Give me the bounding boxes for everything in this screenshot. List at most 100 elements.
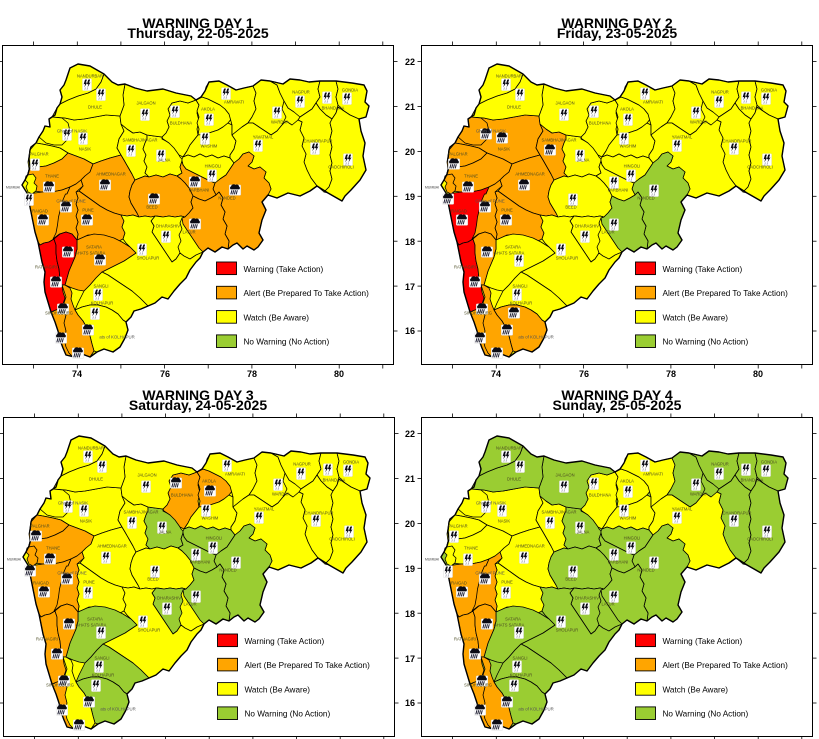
svg-text:BULDHANA: BULDHANA	[170, 121, 193, 126]
svg-text:Alert (Be Prepared To Take Act: Alert (Be Prepared To Take Action)	[663, 661, 789, 670]
svg-text:AMRAVATI: AMRAVATI	[225, 472, 245, 477]
svg-text:SATARA: SATARA	[505, 617, 521, 622]
svg-text:CHANDRAPUR: CHANDRAPUR	[304, 139, 333, 144]
svg-text:HINGOLI: HINGOLI	[206, 536, 223, 541]
svg-text:PUNE: PUNE	[501, 580, 513, 585]
svg-text:JALNA: JALNA	[577, 530, 590, 535]
svg-text:AHMEDNAGAR: AHMEDNAGAR	[515, 544, 544, 549]
svg-text:Warning (Take Action): Warning (Take Action)	[245, 637, 325, 646]
svg-text:GADCHIROLI: GADCHIROLI	[747, 537, 772, 542]
svg-text:Watch (Be Aware): Watch (Be Aware)	[663, 685, 729, 694]
svg-text:RAIGAD: RAIGAD	[33, 581, 49, 586]
svg-text:RATNAGIRI: RATNAGIRI	[454, 265, 476, 270]
svg-text:PUNE: PUNE	[82, 208, 94, 213]
svg-text:WARDHA: WARDHA	[271, 120, 289, 125]
svg-text:SAMBHAJINAGAR: SAMBHAJINAGAR	[541, 510, 576, 515]
svg-text:Ghats of PUNE: Ghats of PUNE	[475, 571, 505, 576]
svg-text:RATNAGIRI: RATNAGIRI	[36, 637, 58, 642]
svg-text:RATNAGIRI: RATNAGIRI	[454, 637, 476, 642]
svg-text:AKOLA: AKOLA	[202, 479, 216, 484]
svg-text:NANDURBAR: NANDURBAR	[496, 446, 522, 451]
svg-text:GHATS SATARA: GHATS SATARA	[76, 623, 107, 628]
svg-text:SHOLAPUR: SHOLAPUR	[137, 256, 160, 261]
svg-text:ats of KOLHAPUR: ats of KOLHAPUR	[518, 707, 553, 712]
svg-text:RAIGAD: RAIGAD	[451, 581, 467, 586]
svg-text:NANDURBAR: NANDURBAR	[77, 74, 103, 79]
svg-text:AMRAVATI: AMRAVATI	[643, 100, 663, 105]
svg-text:JALGAON: JALGAON	[555, 101, 574, 106]
svg-text:GONDIA: GONDIA	[761, 88, 777, 93]
svg-text:SANGLI: SANGLI	[512, 284, 527, 289]
svg-text:DHARASHIV: DHARASHIV	[575, 596, 599, 601]
svg-text:CHANDRAPUR: CHANDRAPUR	[305, 511, 334, 516]
svg-text:PARBHANI: PARBHANI	[189, 188, 210, 193]
svg-text:Watch (Be Aware): Watch (Be Aware)	[244, 313, 310, 322]
svg-text:NANDED: NANDED	[637, 568, 654, 573]
svg-text:Ghats of NASIK: Ghats of NASIK	[57, 129, 87, 134]
svg-text:ats of KOLHAPUR: ats of KOLHAPUR	[99, 335, 134, 340]
svg-text:JALNA: JALNA	[577, 158, 590, 163]
svg-text:PARBHANI: PARBHANI	[608, 188, 629, 193]
svg-text:AKOLA: AKOLA	[620, 107, 634, 112]
svg-text:HINGOLI: HINGOLI	[205, 164, 222, 169]
svg-text:BEED: BEED	[147, 577, 158, 582]
svg-text:NANDURBAR: NANDURBAR	[496, 74, 522, 79]
svg-text:NAGPUR: NAGPUR	[292, 90, 310, 95]
svg-text:Ghats of NASIK: Ghats of NASIK	[476, 501, 506, 506]
svg-text:MUMBAI: MUMBAI	[7, 558, 21, 562]
svg-text:DHULE: DHULE	[88, 105, 102, 110]
svg-text:GONDIA: GONDIA	[342, 88, 358, 93]
svg-text:CHANDRAPUR: CHANDRAPUR	[723, 139, 752, 144]
svg-text:AMRAVATI: AMRAVATI	[643, 472, 663, 477]
svg-text:WASHIM: WASHIM	[620, 516, 637, 521]
svg-text:HINGOLI: HINGOLI	[624, 536, 641, 541]
svg-text:AHMEDNAGAR: AHMEDNAGAR	[515, 172, 544, 177]
svg-text:WASHIM: WASHIM	[202, 516, 219, 521]
svg-text:KOLHAPUR: KOLHAPUR	[91, 301, 114, 306]
svg-text:Watch (Be Aware): Watch (Be Aware)	[245, 685, 311, 694]
svg-text:JALGAON: JALGAON	[136, 101, 155, 106]
svg-text:Warning (Take Action): Warning (Take Action)	[663, 265, 743, 274]
svg-text:BHANDARA: BHANDARA	[322, 106, 345, 111]
svg-text:Ghats of NASIK: Ghats of NASIK	[476, 129, 506, 134]
svg-text:PALGHAR: PALGHAR	[448, 152, 467, 157]
svg-text:PALGHAR: PALGHAR	[29, 152, 48, 157]
svg-text:LATUR: LATUR	[601, 602, 614, 607]
svg-text:GADCHIROLI: GADCHIROLI	[329, 537, 354, 542]
svg-text:BHANDARA: BHANDARA	[741, 106, 764, 111]
svg-text:THANE: THANE	[464, 546, 478, 551]
svg-text:BEED: BEED	[565, 205, 576, 210]
svg-text:SAMBHAJINAGAR: SAMBHAJINAGAR	[123, 510, 158, 515]
svg-text:GONDIA: GONDIA	[343, 460, 359, 465]
svg-text:DHARASHIV: DHARASHIV	[157, 596, 181, 601]
svg-text:DHULE: DHULE	[507, 105, 521, 110]
svg-text:Alert (Be Prepared To Take Act: Alert (Be Prepared To Take Action)	[663, 289, 789, 298]
svg-text:SHOLAPUR: SHOLAPUR	[556, 256, 579, 261]
svg-text:Ghats of PUNE: Ghats of PUNE	[475, 199, 505, 204]
svg-text:NANDED: NANDED	[219, 568, 236, 573]
svg-text:AMRAVATI: AMRAVATI	[224, 100, 244, 105]
svg-text:Ghats of NASIK: Ghats of NASIK	[58, 501, 88, 506]
svg-text:SATARA: SATARA	[505, 245, 521, 250]
svg-text:GHATS SATARA: GHATS SATARA	[494, 251, 525, 256]
svg-text:Watch (Be Aware): Watch (Be Aware)	[663, 313, 729, 322]
svg-text:Ghats of PUNE: Ghats of PUNE	[56, 199, 86, 204]
svg-text:LATUR: LATUR	[182, 230, 195, 235]
svg-text:DHULE: DHULE	[89, 477, 103, 482]
svg-text:JALNA: JALNA	[158, 158, 171, 163]
svg-text:RATNAGIRI: RATNAGIRI	[35, 265, 57, 270]
svg-text:DHARASHIV: DHARASHIV	[156, 224, 180, 229]
svg-text:GADCHIROLI: GADCHIROLI	[747, 165, 772, 170]
svg-text:NASIK: NASIK	[498, 147, 511, 152]
svg-text:BEED: BEED	[146, 205, 157, 210]
svg-text:PUNE: PUNE	[501, 208, 513, 213]
svg-text:CHANDRAPUR: CHANDRAPUR	[723, 511, 752, 516]
svg-text:RAIGAD: RAIGAD	[451, 209, 467, 214]
svg-text:No Warning (No Action): No Warning (No Action)	[663, 710, 749, 719]
svg-text:NANDED: NANDED	[218, 196, 235, 201]
svg-text:Warning (Take Action): Warning (Take Action)	[244, 265, 324, 274]
svg-text:PALGHAR: PALGHAR	[30, 524, 49, 529]
svg-text:RAIGAD: RAIGAD	[32, 209, 48, 214]
svg-text:JALNA: JALNA	[159, 530, 172, 535]
svg-text:BEED: BEED	[565, 577, 576, 582]
